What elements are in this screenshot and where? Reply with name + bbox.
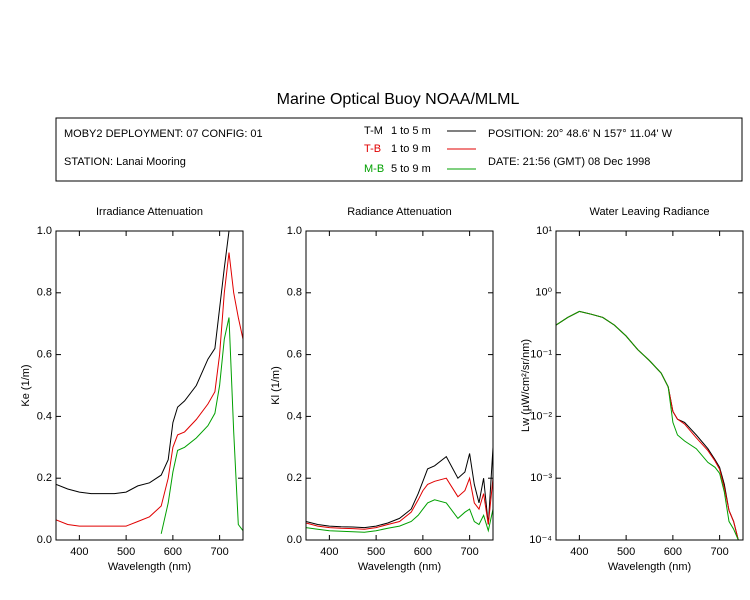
y-axis-label: Lw (µW/cm²/sr/nm) [520, 339, 532, 432]
x-tick-label: 500 [367, 546, 385, 558]
x-tick-label: 600 [664, 546, 682, 558]
legend-name: T-M [364, 125, 383, 137]
x-axis-label: Wavelength (nm) [108, 561, 191, 573]
series-line [56, 231, 230, 495]
series-line [306, 499, 493, 533]
y-tick-label: 0.4 [287, 410, 302, 422]
legend-name: M-B [364, 163, 384, 175]
chart-title: Radiance Attenuation [347, 206, 452, 218]
series-line [556, 310, 739, 540]
x-tick-label: 500 [117, 546, 135, 558]
x-tick-label: 700 [210, 546, 228, 558]
y-axis-label: Kl (1/m) [270, 366, 282, 405]
y-tick-label: 0.0 [37, 534, 52, 546]
y-tick-label: 10⁰ [535, 287, 552, 299]
y-tick-label: 1.0 [287, 225, 302, 237]
x-tick-label: 500 [617, 546, 635, 558]
y-tick-label: 10⁻¹ [530, 349, 552, 361]
deployment: MOBY2 DEPLOYMENT: 07 CONFIG: 01 [64, 128, 263, 140]
x-tick-label: 600 [164, 546, 182, 558]
y-tick-label: 0.6 [37, 349, 52, 361]
y-tick-label: 0.2 [287, 472, 302, 484]
legend-name: T-B [364, 143, 381, 155]
y-tick-label: 0.0 [287, 534, 302, 546]
legend-range: 1 to 5 m [391, 125, 431, 137]
y-tick-label: 10⁻³ [530, 472, 552, 484]
series-line [56, 252, 243, 527]
x-tick-label: 700 [460, 546, 478, 558]
y-tick-label: 0.6 [287, 349, 302, 361]
y-tick-label: 0.8 [287, 287, 302, 299]
series-line [556, 310, 739, 540]
legend-range: 5 to 9 m [391, 163, 431, 175]
series-line [306, 476, 493, 530]
y-tick-label: 10⁻⁴ [529, 534, 552, 546]
y-tick-label: 10¹ [536, 225, 552, 237]
plot-frame [55, 230, 244, 541]
x-tick-label: 400 [70, 546, 88, 558]
position: POSITION: 20° 48.6' N 157° 11.04' W [488, 128, 673, 140]
series-line [306, 447, 493, 529]
y-tick-label: 0.8 [37, 287, 52, 299]
y-tick-label: 0.2 [37, 472, 52, 484]
x-tick-label: 700 [710, 546, 728, 558]
x-tick-label: 400 [570, 546, 588, 558]
date: DATE: 21:56 (GMT) 08 Dec 1998 [488, 156, 650, 168]
x-tick-label: 600 [414, 546, 432, 558]
y-tick-label: 1.0 [37, 225, 52, 237]
x-axis-label: Wavelength (nm) [608, 561, 691, 573]
y-tick-label: 0.4 [37, 410, 52, 422]
figure-title: Marine Optical Buoy NOAA/MLML [277, 91, 520, 108]
plot-frame [305, 230, 494, 541]
info-box [55, 117, 743, 182]
y-axis-label: Ke (1/m) [20, 364, 32, 406]
station: STATION: Lanai Mooring [64, 156, 186, 168]
chart-title: Water Leaving Radiance [589, 206, 709, 218]
series-line [160, 317, 243, 534]
y-tick-label: 10⁻² [530, 410, 552, 422]
series-line [556, 310, 739, 540]
chart-title: Irradiance Attenuation [96, 206, 203, 218]
x-axis-label: Wavelength (nm) [358, 561, 441, 573]
plot-frame [555, 230, 744, 541]
x-tick-label: 400 [320, 546, 338, 558]
legend-range: 1 to 9 m [391, 143, 431, 155]
